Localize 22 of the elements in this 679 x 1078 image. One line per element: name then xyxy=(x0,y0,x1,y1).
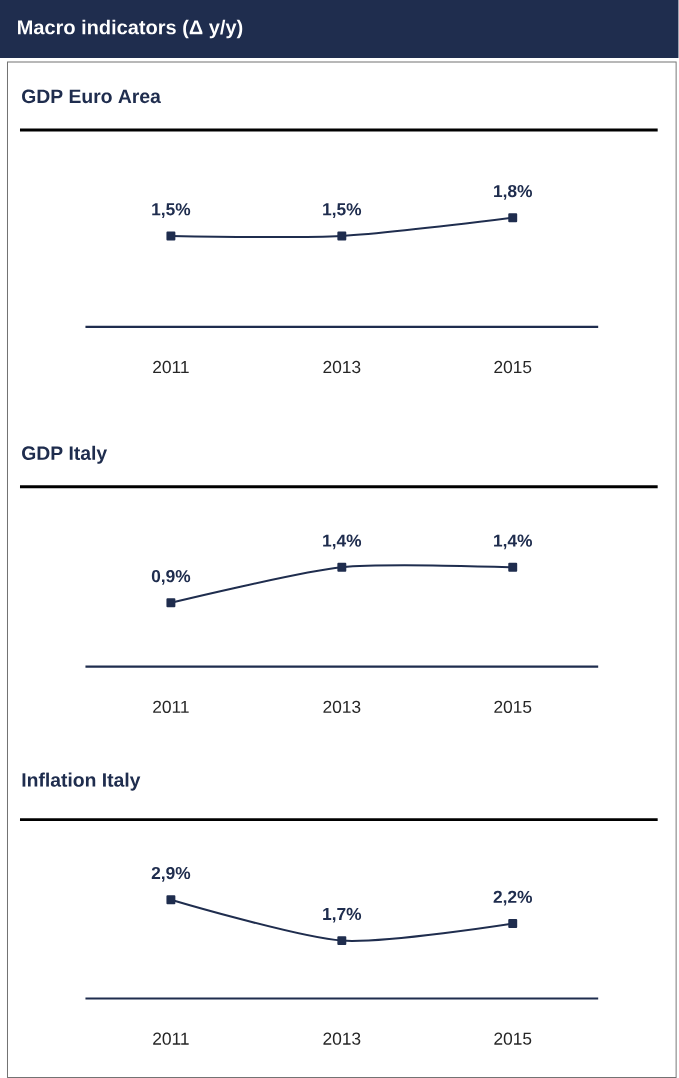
chart-title: GDP Italy xyxy=(22,445,108,464)
x-tick-label: 2013 xyxy=(323,700,361,713)
x-tick-label: 2011 xyxy=(153,700,189,713)
x-tick-label: 2015 xyxy=(494,700,532,713)
data-label: 1,7% xyxy=(323,907,362,923)
data-label: 1,8% xyxy=(494,184,533,200)
x-tick-label: 2013 xyxy=(323,1032,361,1045)
x-tick-label: 2013 xyxy=(323,360,361,374)
data-label: 1,5% xyxy=(323,203,362,218)
chart-title: Inflation Italy xyxy=(22,772,141,791)
x-tick-label: 2015 xyxy=(494,360,532,374)
data-label: 0,9% xyxy=(152,569,191,585)
chart-subtitle: GDP Euro Area xyxy=(22,89,162,104)
data-label: 2,9% xyxy=(151,866,191,882)
data-label: 1,5% xyxy=(152,203,191,218)
data-label: 1,4% xyxy=(494,534,533,550)
x-tick-label: 2011 xyxy=(153,360,189,374)
chart-title: Macro indicators (Δ y/y) xyxy=(18,19,243,39)
data-label: 2,2% xyxy=(493,890,533,906)
data-label: 1,4% xyxy=(323,534,362,550)
x-tick-label: 2011 xyxy=(153,1032,189,1045)
x-tick-label: 2015 xyxy=(494,1032,532,1045)
